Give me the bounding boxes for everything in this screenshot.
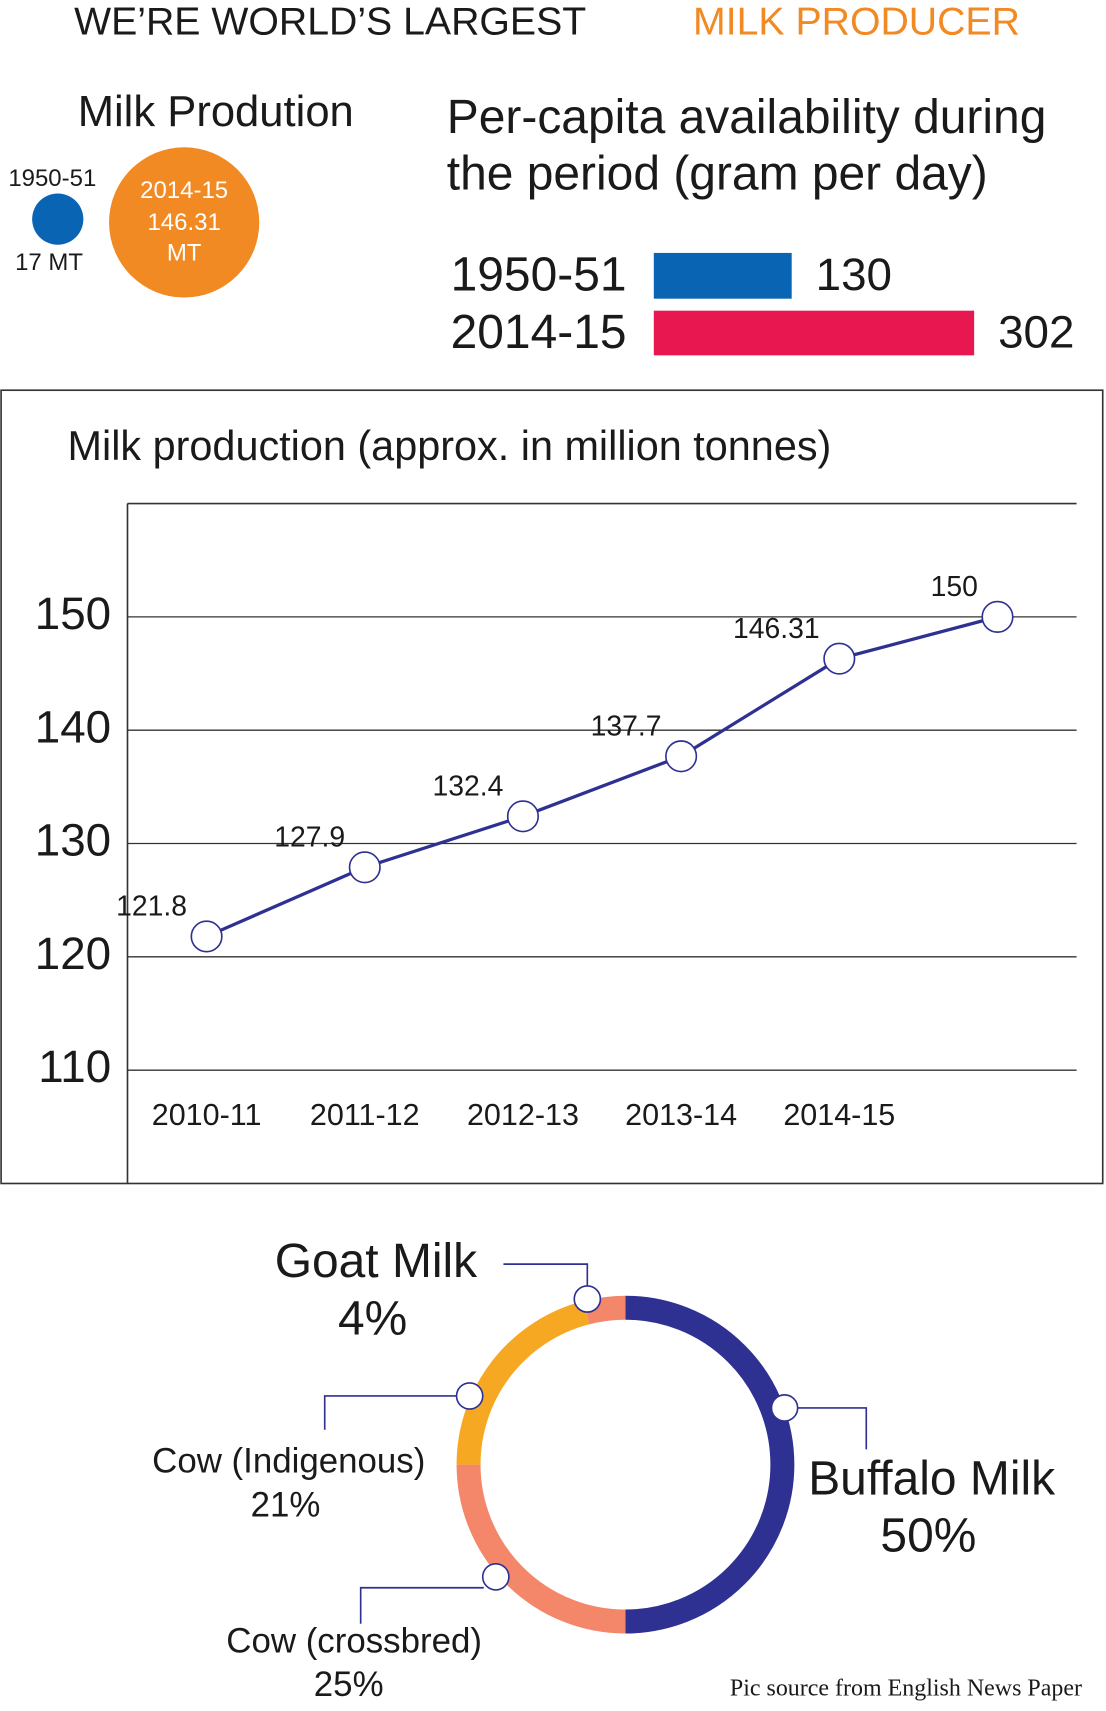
marker xyxy=(190,920,223,953)
value-label: 150 xyxy=(931,571,978,603)
leader-dot xyxy=(481,1562,510,1591)
chart-title-box: Per-capita availability during the perio… xyxy=(446,90,1047,201)
bubble xyxy=(32,193,84,245)
x-tick-label: 2014-15 xyxy=(783,1098,895,1132)
value-label: 132.4 xyxy=(432,770,503,802)
x-tick-label: 2013-14 xyxy=(625,1098,737,1132)
marker xyxy=(823,642,856,675)
bar-category: 1950-51 xyxy=(451,249,627,302)
bar-value-label: 130 xyxy=(816,249,892,300)
leader-line xyxy=(359,1586,484,1624)
bubble xyxy=(109,147,260,298)
bubble-category: 2014-15 xyxy=(140,177,228,204)
x-tick-label: 2011-12 xyxy=(310,1098,420,1132)
y-tick-label: 110 xyxy=(38,1041,111,1092)
leader-dot xyxy=(770,1394,799,1422)
value-label: 121.8 xyxy=(116,891,187,923)
bar xyxy=(653,310,975,356)
donut-segment xyxy=(456,1301,590,1465)
slice-label: Cow (crossbred) xyxy=(226,1622,482,1661)
y-tick-label: 150 xyxy=(35,588,111,639)
leader-dot xyxy=(573,1285,602,1313)
donut-segment xyxy=(456,1464,626,1634)
leader-dot xyxy=(455,1382,484,1410)
x-tick-label: 2012-13 xyxy=(467,1098,579,1132)
source-note: Pic source from English News Paper xyxy=(730,1676,1082,1702)
bubble-value-label: 17 MT xyxy=(15,249,83,276)
leader-lines xyxy=(323,1263,868,1624)
marker xyxy=(665,740,698,773)
y-tick-label: 130 xyxy=(35,815,111,866)
header-left: WE’RE WORLD’S LARGEST xyxy=(74,0,586,43)
slice-label: Goat Milk xyxy=(275,1235,478,1288)
slice-value-label: 4% xyxy=(338,1293,407,1346)
donut-segment xyxy=(625,1295,795,1634)
slice-value-label: 50% xyxy=(880,1509,976,1562)
slice-value-label: 25% xyxy=(314,1665,384,1704)
marker xyxy=(981,600,1014,633)
header-right: MILK PRODUCER xyxy=(693,0,1020,43)
leader-line xyxy=(503,1263,589,1286)
bubble-value-label: 146.31 MT xyxy=(147,208,221,266)
y-tick-label: 120 xyxy=(35,928,111,979)
bubble-category: 1950-51 xyxy=(8,165,96,192)
x-tick-label: 2010-11 xyxy=(152,1098,262,1132)
bar-category: 2014-15 xyxy=(451,306,627,359)
chart-title: Per-capita availability during the perio… xyxy=(446,90,1047,201)
line xyxy=(205,615,998,938)
marker xyxy=(506,800,540,833)
slice-value-label: 21% xyxy=(251,1485,321,1524)
leader-line xyxy=(323,1395,458,1430)
chart-title: Milk Prodution xyxy=(78,88,354,136)
bar xyxy=(653,252,792,299)
value-label: 127.9 xyxy=(274,821,345,853)
bubble-value-label-box: 146.31 MT xyxy=(147,208,221,266)
marker xyxy=(348,851,381,884)
y-tick-label: 140 xyxy=(35,701,111,752)
value-label: 137.7 xyxy=(591,710,662,742)
chart-title: Milk production (approx. in million tonn… xyxy=(68,423,832,469)
leader-line xyxy=(796,1407,868,1450)
line-chart-frame xyxy=(0,389,1104,1185)
value-label: 146.31 xyxy=(733,613,820,645)
slice-label: Cow (Indigenous) xyxy=(152,1442,425,1481)
bar-value-label: 302 xyxy=(998,306,1074,357)
slice-label: Buffalo Milk xyxy=(808,1453,1056,1506)
